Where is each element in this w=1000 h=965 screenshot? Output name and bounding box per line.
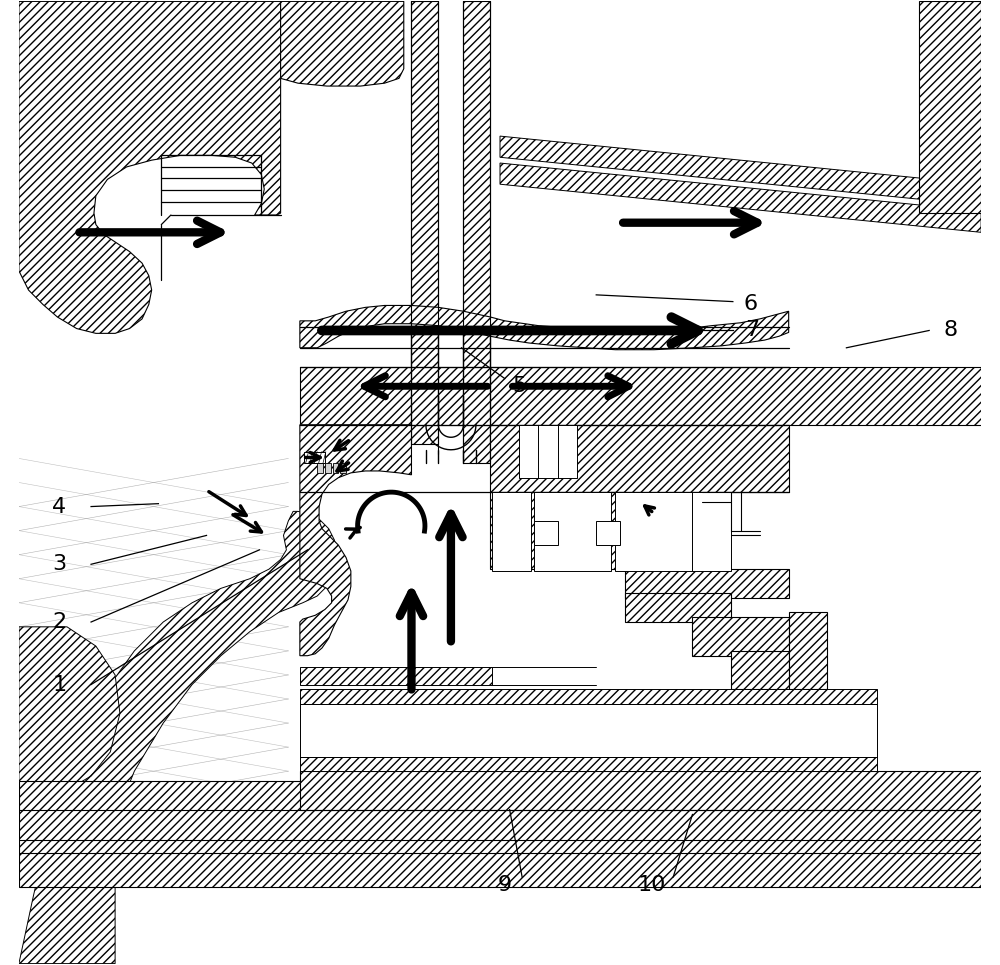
Text: 4: 4 [52, 497, 66, 516]
Bar [534, 492, 611, 571]
Bar [692, 618, 789, 655]
Text: 10: 10 [638, 874, 666, 895]
Bar [625, 593, 731, 622]
Polygon shape [596, 521, 620, 545]
Bar [300, 367, 983, 425]
Polygon shape [333, 463, 338, 473]
Text: 1: 1 [52, 675, 66, 695]
Bar [300, 689, 877, 771]
Polygon shape [340, 463, 346, 473]
Polygon shape [281, 1, 404, 86]
Bar [411, 1, 438, 444]
Text: 5: 5 [512, 376, 526, 397]
Bar [492, 492, 531, 571]
Text: 3: 3 [52, 554, 66, 574]
Bar [300, 667, 492, 684]
Bar [731, 650, 789, 689]
Text: 7: 7 [745, 320, 759, 341]
Text: 2: 2 [52, 612, 66, 632]
Bar [615, 492, 692, 571]
Bar [692, 492, 731, 571]
Bar [490, 492, 625, 569]
Bar [789, 613, 827, 689]
Text: 9: 9 [498, 874, 512, 895]
Polygon shape [317, 463, 323, 473]
Polygon shape [300, 306, 789, 349]
Polygon shape [534, 521, 558, 545]
Bar [300, 771, 983, 810]
Bar [519, 425, 577, 478]
Bar [625, 569, 789, 598]
Polygon shape [325, 463, 331, 473]
Polygon shape [304, 452, 325, 463]
Polygon shape [19, 627, 120, 790]
Polygon shape [500, 136, 981, 206]
Bar [463, 1, 490, 463]
Bar [919, 1, 981, 213]
Polygon shape [19, 511, 336, 964]
Bar [300, 703, 877, 757]
Polygon shape [500, 163, 981, 233]
Bar [19, 781, 981, 887]
Text: 6: 6 [743, 294, 757, 315]
Text: 8: 8 [943, 320, 957, 341]
Bar [438, 1, 463, 463]
Polygon shape [19, 1, 281, 333]
Bar [490, 425, 789, 492]
Polygon shape [300, 425, 411, 655]
